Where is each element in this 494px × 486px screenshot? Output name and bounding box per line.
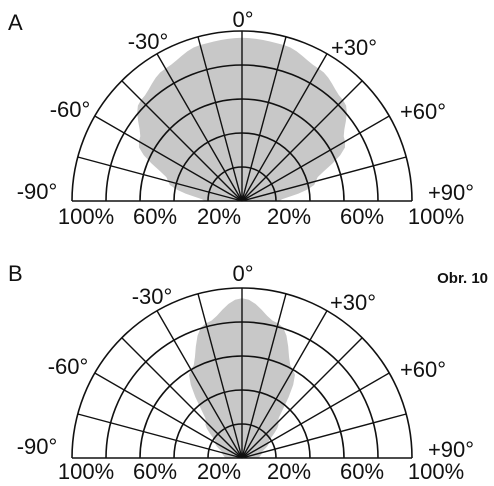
- panel-b-spoke: [156, 310, 243, 459]
- panel-a: A 0° -30° +30° -60° +60° -90° +90° 100% …: [8, 7, 474, 229]
- panel-b-label-minus30deg: -30°: [132, 284, 173, 309]
- panel-a-spoke: [241, 115, 390, 202]
- panel-b: B Obr. 10 0° -30° +30° -60° +60° -90° +9…: [8, 261, 488, 484]
- panel-a-label-plus90deg: +90°: [428, 180, 474, 205]
- panel-a-label-plus30deg: +30°: [331, 35, 377, 60]
- panel-b-label-plus90deg: +90°: [428, 437, 474, 462]
- panel-b-radius-label-left-60: 60%: [133, 459, 177, 484]
- panel-a-spoke: [94, 115, 243, 202]
- panel-a-label-plus60deg: +60°: [400, 99, 446, 124]
- panel-a-radius-label-left-100: 100%: [58, 204, 114, 229]
- panel-a-label-minus60deg: -60°: [50, 97, 91, 122]
- panel-b-spoke: [94, 372, 243, 459]
- panel-a-spoke: [241, 36, 287, 202]
- panel-a-polar-grid: [71, 30, 413, 202]
- panel-b-spoke: [121, 337, 243, 459]
- panel-b-spoke: [241, 293, 287, 459]
- figure-note: Obr. 10: [437, 270, 488, 287]
- panel-b-radius-label-right-100: 100%: [408, 459, 464, 484]
- panel-b-spoke: [241, 413, 407, 459]
- panel-b-radius-label-right-60: 60%: [340, 459, 384, 484]
- panel-b-label-plus30deg: +30°: [330, 290, 376, 315]
- panel-b-radius-label-right-20: 20%: [267, 459, 311, 484]
- panel-a-label-0deg: 0°: [232, 7, 253, 32]
- panel-a-letter: A: [8, 10, 23, 35]
- panel-a-radius-label-left-20: 20%: [197, 204, 241, 229]
- panel-b-label-plus60deg: +60°: [400, 357, 446, 382]
- panel-a-spoke: [197, 36, 243, 202]
- panel-a-spoke: [241, 156, 407, 202]
- panel-b-letter: B: [8, 261, 23, 286]
- panel-a-spoke: [241, 80, 363, 202]
- panel-a-spoke: [121, 80, 243, 202]
- panel-b-spoke: [241, 372, 390, 459]
- panel-a-label-minus90deg: -90°: [17, 179, 58, 204]
- panel-a-radius-label-right-20: 20%: [267, 204, 311, 229]
- panel-a-radius-label-right-100: 100%: [408, 204, 464, 229]
- panel-b-radius-label-left-20: 20%: [197, 459, 241, 484]
- panel-a-spoke: [156, 53, 243, 202]
- panel-a-radius-label-right-60: 60%: [340, 204, 384, 229]
- panel-a-radius-label-left-60: 60%: [133, 204, 177, 229]
- panel-a-label-minus30deg: -30°: [128, 29, 169, 54]
- panel-b-radius-label-left-100: 100%: [58, 459, 114, 484]
- panel-b-spoke: [241, 310, 328, 459]
- panel-b-label-0deg: 0°: [232, 261, 253, 286]
- panel-b-polar-grid: [71, 287, 413, 459]
- panel-a-spoke: [77, 156, 243, 202]
- panel-a-spoke: [241, 53, 328, 202]
- panel-b-spoke: [77, 413, 243, 459]
- panel-b-spoke: [197, 293, 243, 459]
- panel-b-spoke: [241, 337, 363, 459]
- panel-b-label-minus90deg: -90°: [17, 434, 58, 459]
- panel-b-label-minus60deg: -60°: [48, 354, 89, 379]
